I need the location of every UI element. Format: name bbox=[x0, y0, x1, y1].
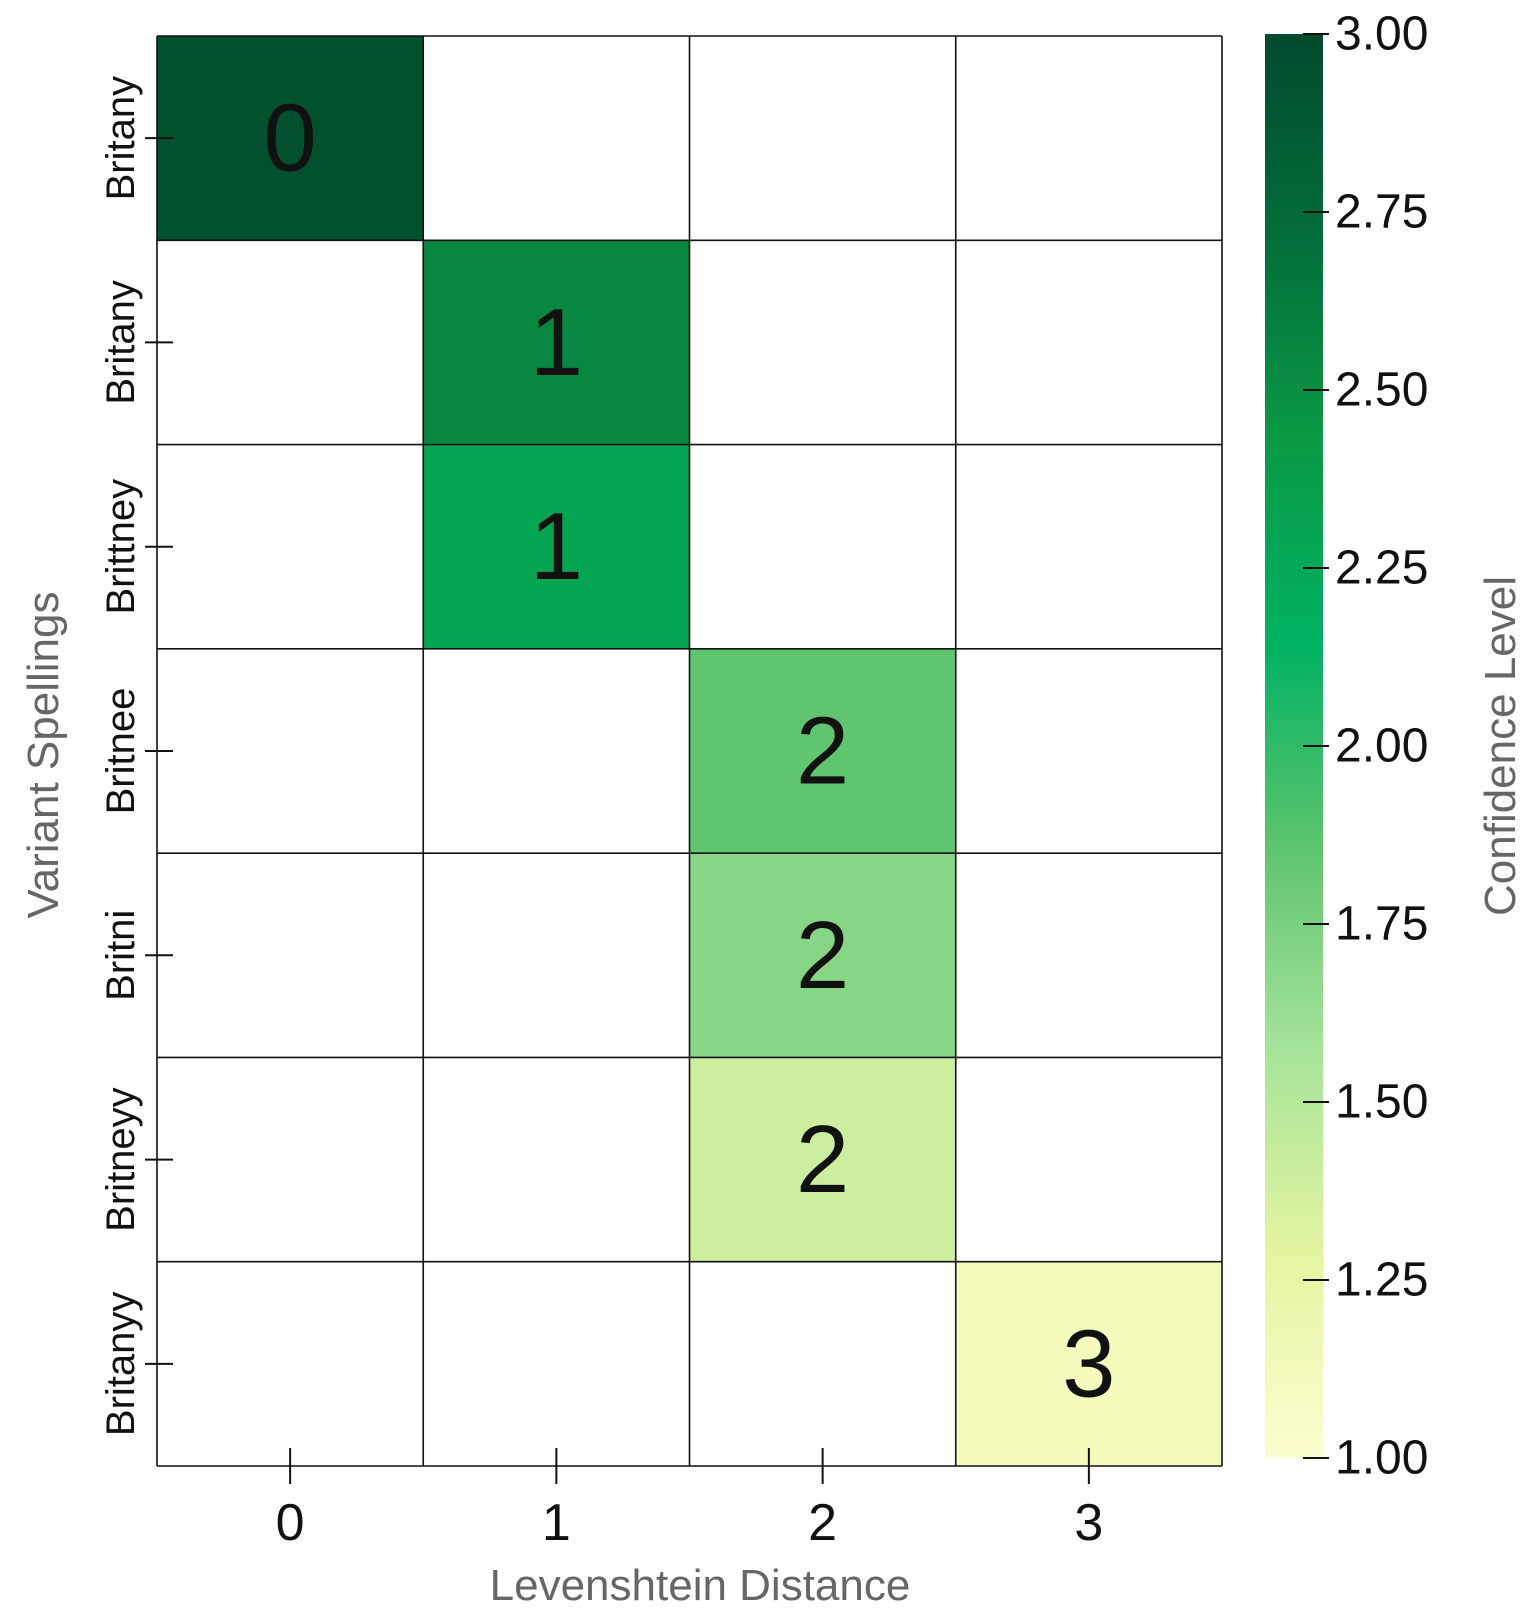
cell-value-label: 2 bbox=[796, 698, 849, 805]
x-tick-label: 0 bbox=[276, 1494, 305, 1552]
colorbar-tick-label: 1.75 bbox=[1335, 898, 1428, 951]
heatmap-grid bbox=[156, 35, 1223, 1467]
x-tick-label: 1 bbox=[542, 1494, 571, 1552]
y-tick-label: Britni bbox=[99, 910, 143, 1001]
y-axis-ticks: Britany Britany Brittney Britnee Britni Britn… bbox=[99, 76, 173, 1436]
colorbar-tick-label: 2.25 bbox=[1335, 542, 1428, 595]
cell-value-label: 2 bbox=[796, 902, 849, 1009]
y-tick-label: Britneyy bbox=[99, 1087, 143, 1232]
heatmap-cell bbox=[689, 648, 956, 854]
heatmap-cell-labels: 0 1 1 2 2 2 3 bbox=[263, 85, 1115, 1418]
colorbar-ticks: 1.00 1.25 1.50 1.75 2.00 2.25 2.50 2.75 3.00 bbox=[1303, 8, 1428, 1485]
x-axis-ticks: 0 1 2 3 bbox=[276, 1448, 1103, 1552]
heatmap-cell bbox=[157, 36, 424, 241]
colorbar: 1.00 1.25 1.50 1.75 2.00 2.25 2.50 2.75 3.00 Con… bbox=[1265, 8, 1525, 1485]
colorbar-tick-label: 1.00 bbox=[1335, 1432, 1428, 1485]
heatmap-cell bbox=[689, 853, 956, 1058]
heatmap-cell bbox=[423, 240, 690, 445]
heatmap-cell bbox=[689, 1057, 956, 1262]
y-tick-label: Brittney bbox=[99, 479, 143, 615]
cell-value-label: 1 bbox=[530, 289, 583, 396]
y-axis-title: Variant Spellings bbox=[19, 592, 68, 919]
colorbar-tick-label: 1.50 bbox=[1335, 1076, 1428, 1129]
colorbar-tick-label: 3.00 bbox=[1335, 8, 1428, 61]
colorbar-tick-label: 2.00 bbox=[1335, 720, 1428, 773]
y-tick-label: Britany bbox=[99, 76, 143, 201]
colorbar-tick-label: 1.25 bbox=[1335, 1254, 1428, 1307]
heatmap-cell bbox=[423, 444, 690, 649]
cell-value-label: 0 bbox=[263, 85, 316, 192]
x-tick-label: 3 bbox=[1074, 1494, 1103, 1552]
x-tick-label: 2 bbox=[808, 1494, 837, 1552]
colorbar-tick-label: 2.75 bbox=[1335, 186, 1428, 239]
cell-value-label: 2 bbox=[796, 1106, 849, 1213]
cell-value-label: 3 bbox=[1062, 1310, 1115, 1417]
colorbar-title: Confidence Level bbox=[1476, 576, 1525, 916]
cell-value-label: 1 bbox=[530, 493, 583, 600]
x-axis-title: Levenshtein Distance bbox=[490, 1561, 911, 1610]
y-tick-label: Britanyy bbox=[99, 1292, 143, 1437]
heatmap-cell bbox=[955, 1261, 1222, 1466]
heatmap-cells bbox=[157, 36, 1222, 1466]
y-tick-label: Britnee bbox=[99, 688, 143, 815]
colorbar-tick-label: 2.50 bbox=[1335, 364, 1428, 417]
y-tick-label: Britany bbox=[99, 280, 143, 405]
